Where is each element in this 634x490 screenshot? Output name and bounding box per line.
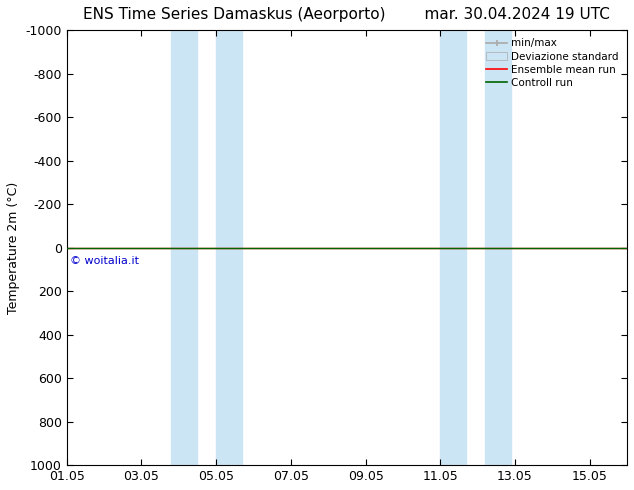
Y-axis label: Temperature 2m (°C): Temperature 2m (°C) xyxy=(7,181,20,314)
Bar xyxy=(485,30,511,465)
Title: ENS Time Series Damaskus (Aeorporto)        mar. 30.04.2024 19 UTC: ENS Time Series Damaskus (Aeorporto) mar… xyxy=(84,7,611,22)
Text: © woitalia.it: © woitalia.it xyxy=(70,256,139,266)
Bar xyxy=(440,30,467,465)
Legend: min/max, Deviazione standard, Ensemble mean run, Controll run: min/max, Deviazione standard, Ensemble m… xyxy=(483,35,622,91)
Bar xyxy=(171,30,197,465)
Bar xyxy=(216,30,242,465)
